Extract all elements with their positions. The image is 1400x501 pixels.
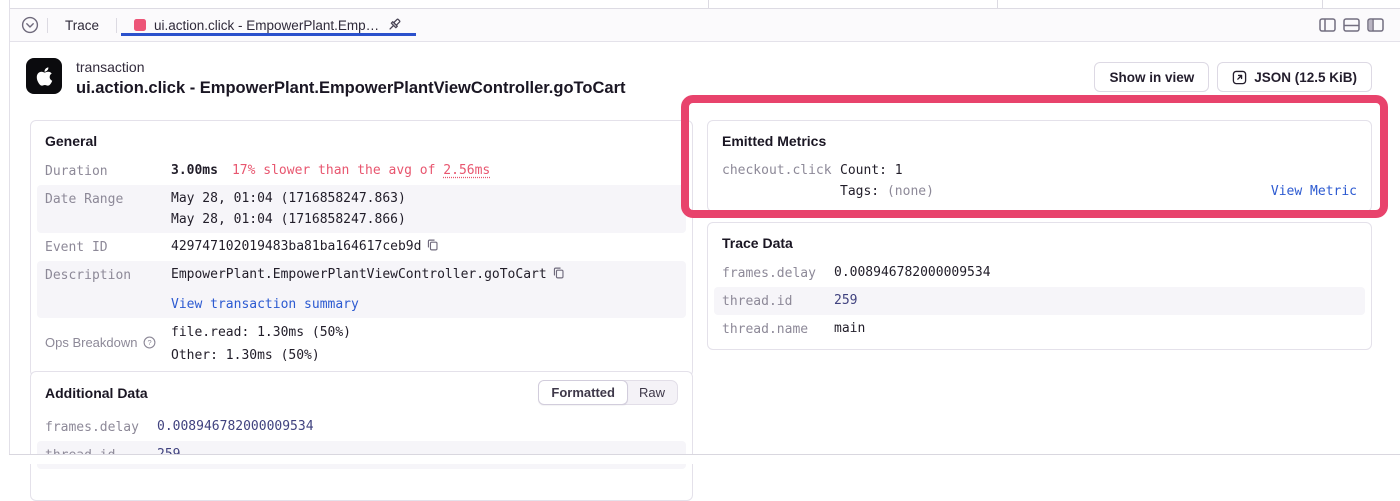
transaction-type-icon — [134, 19, 147, 31]
tab-transaction-label: ui.action.click - EmpowerPlant.Emp… — [154, 17, 380, 33]
avg-duration-value[interactable]: 2.56ms — [443, 163, 491, 178]
external-link-icon — [1232, 70, 1247, 85]
ops-breakdown-other: Other: 1.30ms (50%) — [171, 348, 320, 363]
row-description: Description EmpowerPlant.EmpowerPlantVie… — [37, 261, 686, 318]
row-ops-breakdown: Ops Breakdown ? file.read: 1.30ms (50%) … — [37, 318, 686, 370]
description-value: EmpowerPlant.EmpowerPlantViewController.… — [171, 267, 547, 282]
additional-frames-delay-key: frames.delay — [45, 420, 139, 435]
ops-breakdown-file-read: file.read: 1.30ms (50%) — [171, 325, 352, 340]
drawer-bottom-border — [0, 454, 1400, 464]
duration-key: Duration — [45, 164, 108, 179]
trace-data-panel: Trace Data frames.delay 0.00894678200000… — [707, 222, 1372, 350]
svg-text:?: ? — [147, 338, 151, 347]
metric-count-label: Count: — [840, 163, 887, 178]
waterfall-bottom-edge — [9, 0, 1400, 9]
tab-trace[interactable]: Trace — [52, 18, 112, 33]
drawer-left-border — [9, 0, 10, 456]
copy-icon[interactable] — [426, 238, 439, 252]
trace-thread-name-key: thread.name — [722, 322, 809, 337]
view-metric-link[interactable]: View Metric — [1270, 184, 1357, 199]
tab-transaction-active[interactable]: ui.action.click - EmpowerPlant.Emp… — [121, 14, 417, 36]
help-icon[interactable]: ? — [143, 336, 156, 349]
general-panel-title: General — [45, 133, 98, 149]
layout-sidebar-left-button[interactable] — [1319, 18, 1336, 32]
view-transaction-summary-link[interactable]: View transaction summary — [171, 297, 359, 312]
show-in-view-button[interactable]: Show in view — [1094, 62, 1210, 92]
layout-sidebar-right-button[interactable] — [1367, 18, 1384, 32]
metric-count-value: 1 — [894, 163, 903, 178]
copy-icon[interactable] — [552, 266, 565, 280]
row-duration: Duration 3.00ms 17% slower than the avg … — [37, 157, 686, 185]
apple-platform-icon — [26, 58, 62, 94]
date-range-end: May 28, 01:04 (1716858247.866) — [171, 212, 406, 227]
additional-data-panel: Additional Data Formatted Raw frames.del… — [30, 371, 693, 501]
trace-frames-delay-value: 0.008946782000009534 — [834, 265, 991, 280]
metric-tags-value: (none) — [886, 184, 934, 199]
general-panel: General Duration 3.00ms 17% slower than … — [30, 120, 693, 377]
trace-data-title: Trace Data — [722, 235, 793, 251]
event-id-value: 429747102019483ba81ba164617ceb9d — [171, 239, 422, 254]
date-range-key: Date Range — [45, 192, 124, 207]
chevron-down-circle-icon — [21, 16, 39, 34]
event-title: ui.action.click - EmpowerPlant.EmpowerPl… — [76, 79, 626, 97]
event-header: transaction ui.action.click - EmpowerPla… — [26, 58, 626, 99]
duration-comparison-note: 17% slower than the avg of 2.56ms — [231, 163, 491, 178]
raw-segment-button[interactable]: Raw — [638, 385, 665, 400]
table-row: frames.delay 0.008946782000009534 — [714, 259, 1365, 287]
layout-drawer-bottom-button[interactable] — [1343, 18, 1360, 32]
trace-thread-name-value: main — [834, 321, 866, 336]
additional-frames-delay-value: 0.008946782000009534 — [157, 419, 314, 434]
metric-row: checkout.click Count: 1 Tags: (none) Vie… — [714, 157, 1365, 205]
emitted-metrics-title: Emitted Metrics — [722, 133, 827, 149]
ops-breakdown-key: Ops Breakdown — [45, 335, 138, 350]
formatted-segment-button[interactable]: Formatted — [538, 380, 628, 405]
description-key: Description — [45, 268, 132, 283]
metric-tags-label: Tags: — [840, 184, 880, 199]
table-row: frames.delay 0.008946782000009534 — [37, 413, 686, 441]
drawer-tab-bar: Trace ui.action.click - EmpowerPlant.Emp… — [9, 9, 1400, 42]
trace-thread-id-key: thread.id — [722, 294, 793, 309]
grid-divider — [997, 0, 998, 8]
event-id-key: Event ID — [45, 240, 108, 255]
table-row: thread.id 259 — [714, 287, 1365, 315]
json-download-button[interactable]: JSON (12.5 KiB) — [1217, 62, 1372, 92]
duration-value: 3.00ms — [171, 163, 218, 178]
tab-trace-label: Trace — [65, 17, 100, 33]
event-type-label: transaction — [76, 59, 145, 75]
date-range-start: May 28, 01:04 (1716858247.863) — [171, 191, 406, 206]
format-toggle: Formatted Raw — [538, 380, 678, 405]
row-event-id: Event ID 429747102019483ba81ba164617ceb9… — [37, 233, 686, 261]
emitted-metrics-panel: Emitted Metrics checkout.click Count: 1 … — [707, 120, 1372, 212]
additional-data-title: Additional Data — [45, 384, 148, 401]
divider — [47, 17, 48, 33]
grid-divider — [708, 0, 709, 8]
divider — [116, 17, 118, 33]
show-in-view-label: Show in view — [1109, 69, 1195, 85]
row-date-range: Date Range May 28, 01:04 (1716858247.863… — [37, 185, 686, 233]
metric-name: checkout.click — [722, 163, 832, 178]
table-row: thread.name main — [714, 315, 1365, 343]
trace-frames-delay-key: frames.delay — [722, 266, 816, 281]
grid-divider — [1322, 0, 1323, 8]
pin-tab-icon[interactable] — [387, 17, 403, 33]
collapse-drawer-button[interactable] — [17, 12, 43, 38]
json-button-label: JSON (12.5 KiB) — [1254, 69, 1357, 85]
trace-thread-id-value: 259 — [834, 293, 858, 308]
